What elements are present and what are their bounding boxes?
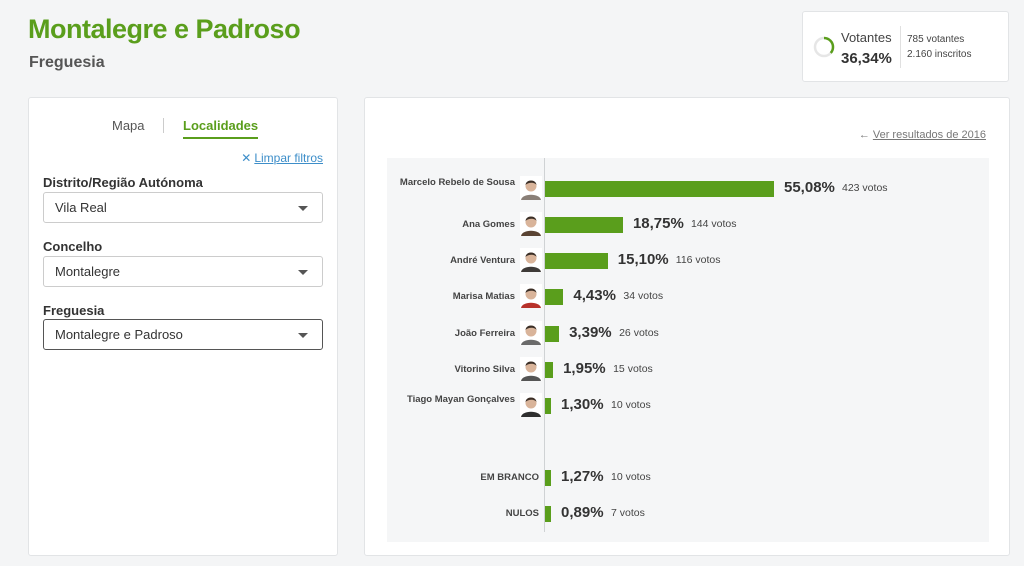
candidate-avatar [520, 393, 542, 417]
result-row: Marisa Matias 4,43% 34 votos [387, 279, 989, 313]
result-percent: 18,75% [632, 215, 684, 232]
result-row: João Ferreira 3,39% 26 votos [387, 316, 989, 350]
result-bar [545, 470, 551, 486]
result-votes: 116 votos [675, 254, 721, 266]
candidate-name: NULOS [505, 508, 539, 519]
filters-panel: Mapa Localidades ✕ Limpar filtros Distrit… [28, 97, 338, 556]
municipality-select[interactable]: Montalegre [43, 256, 323, 287]
candidate-name: EM BRANCO [480, 472, 539, 483]
results-chart: Marcelo Rebelo de Sousa 55,08% 423 votos An… [387, 158, 989, 542]
candidate-avatar [520, 321, 542, 345]
district-value: Vila Real [55, 200, 107, 215]
candidate-avatar [520, 212, 542, 236]
results-panel: ← Ver resultados de 2016 Marcelo Rebelo d… [364, 97, 1010, 556]
turnout-card: Votantes 36,34% 785 votantes 2.160 inscr… [802, 11, 1009, 82]
turnout-label: Votantes [841, 30, 892, 45]
result-votes: 144 votos [690, 218, 737, 230]
clear-filters-label: Limpar filtros [254, 151, 323, 165]
result-percent: 3,39% [569, 324, 612, 341]
candidate-avatar [520, 284, 542, 308]
close-icon: ✕ [241, 151, 252, 165]
candidate-name: André Ventura [450, 255, 515, 266]
result-row: NULOS 0,89% 7 votos [387, 496, 989, 530]
arrow-left-icon: ← [858, 129, 870, 141]
tab-localities[interactable]: Localidades [183, 118, 259, 139]
candidate-avatar [520, 176, 542, 200]
result-row: Ana Gomes 18,75% 144 votos [387, 207, 989, 241]
result-votes: 26 votos [619, 327, 659, 339]
result-percent: 55,08% [784, 179, 835, 196]
previous-results-label: Ver resultados de 2016 [872, 129, 986, 141]
result-votes: 7 votos [611, 507, 645, 519]
result-percent: 1,30% [561, 396, 604, 413]
candidate-name: Tiago Mayan Gonçalves [406, 394, 515, 405]
result-row: Tiago Mayan Gonçalves 1,30% 10 votos [387, 388, 989, 422]
result-percent: 0,89% [561, 504, 604, 521]
candidate-name: Marisa Matias [452, 291, 515, 302]
result-bar [545, 289, 564, 305]
turnout-ring-icon [813, 36, 835, 58]
tab-map[interactable]: Mapa [112, 118, 145, 133]
result-percent: 15,10% [617, 251, 669, 268]
municipality-value: Montalegre [55, 264, 121, 279]
result-bar [545, 362, 554, 378]
turnout-divider [900, 26, 901, 68]
result-percent: 1,27% [561, 468, 604, 485]
result-votes: 15 votos [613, 363, 653, 375]
result-row: Vitorino Silva 1,95% 15 votos [387, 352, 989, 386]
previous-results-link[interactable]: ← Ver resultados de 2016 [859, 129, 986, 141]
candidate-name: Ana Gomes [462, 219, 515, 230]
chevron-down-icon [298, 333, 308, 338]
result-votes: 10 votos [611, 471, 651, 483]
parish-select[interactable]: Montalegre e Padroso [43, 319, 323, 350]
tab-separator [163, 118, 164, 133]
parish-value: Montalegre e Padroso [55, 327, 183, 342]
clear-filters-link[interactable]: ✕ Limpar filtros [241, 151, 323, 165]
chart-axis [544, 158, 545, 532]
turnout-percent: 36,34% [841, 50, 892, 67]
result-bar [545, 181, 774, 197]
result-votes: 423 votos [842, 182, 888, 194]
candidate-avatar [520, 248, 542, 272]
district-select[interactable]: Vila Real [43, 192, 323, 223]
candidate-avatar [520, 357, 542, 381]
result-bar [545, 398, 551, 414]
candidate-name: Marcelo Rebelo de Sousa [399, 177, 515, 188]
municipality-label: Concelho [43, 239, 103, 254]
result-row: André Ventura 15,10% 116 votos [387, 243, 989, 277]
result-votes: 10 votos [611, 399, 651, 411]
page-subtitle: Freguesia [29, 54, 105, 71]
result-bar [545, 326, 560, 342]
result-row: Marcelo Rebelo de Sousa 55,08% 423 votos [387, 171, 989, 205]
turnout-voters: 785 votantes [907, 34, 965, 45]
result-bar [545, 217, 623, 233]
chevron-down-icon [298, 270, 308, 275]
result-bar [545, 253, 608, 269]
result-row: EM BRANCO 1,27% 10 votos [387, 460, 989, 494]
chevron-down-icon [298, 206, 308, 211]
result-percent: 1,95% [563, 360, 606, 377]
candidate-name: Vitorino Silva [454, 364, 515, 375]
candidate-name: João Ferreira [454, 328, 515, 339]
result-percent: 4,43% [573, 287, 616, 304]
parish-label: Freguesia [43, 303, 105, 318]
result-bar [545, 506, 551, 522]
district-label: Distrito/Região Autónoma [43, 175, 203, 190]
turnout-registered: 2.160 inscritos [907, 49, 972, 60]
result-votes: 34 votos [623, 290, 664, 302]
page-title: Montalegre e Padroso [28, 14, 301, 44]
